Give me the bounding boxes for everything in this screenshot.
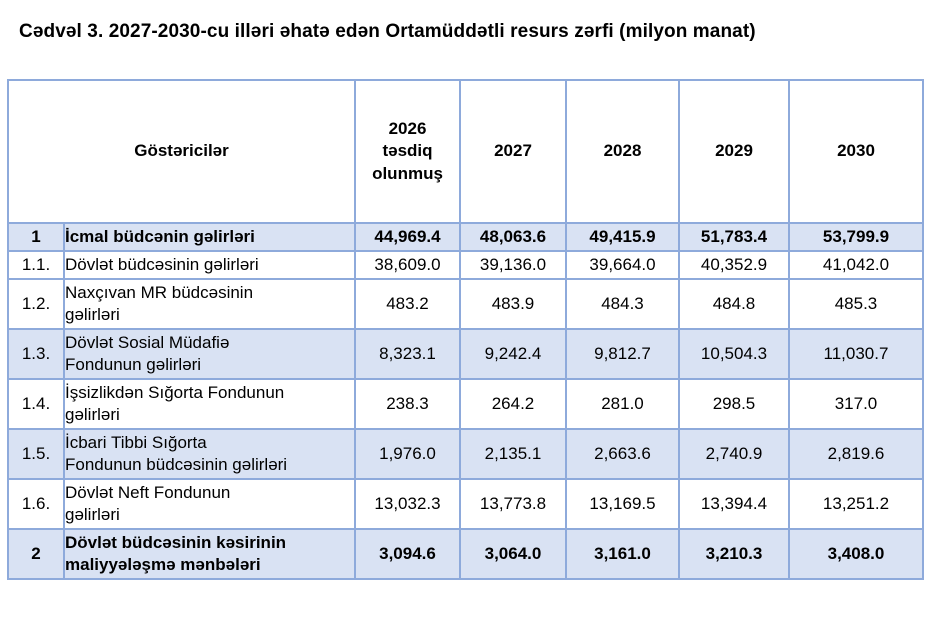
- value-cell: 9,812.7: [565, 328, 680, 380]
- table-row-deficit-financing-sources: 2 Dövlət büdcəsinin kəsirinin maliyyələş…: [7, 528, 924, 580]
- value-cell: 48,063.6: [459, 222, 567, 252]
- value-cell: 38,609.0: [354, 250, 461, 280]
- row-label: Dövlət Sosial Müdafiə Fondunun gəlirləri: [63, 328, 356, 380]
- value-cell: 483.9: [459, 278, 567, 330]
- row-label: İcmal büdcənin gəlirləri: [63, 222, 356, 252]
- table-body: 1 İcmal büdcənin gəlirləri 44,969.4 48,0…: [7, 222, 924, 580]
- value-cell: 13,251.2: [788, 478, 924, 530]
- document-page: Cədvəl 3. 2027-2030-cu illəri əhatə edən…: [0, 21, 927, 580]
- value-cell: 53,799.9: [788, 222, 924, 252]
- row-number: 1.1.: [7, 250, 65, 280]
- row-number: 1.6.: [7, 478, 65, 530]
- header-2028: 2028: [565, 79, 680, 224]
- value-cell: 9,242.4: [459, 328, 567, 380]
- row-number: 2: [7, 528, 65, 580]
- row-label: Dövlət Neft Fondunun gəlirləri: [63, 478, 356, 530]
- value-cell: 41,042.0: [788, 250, 924, 280]
- table-row-state-budget-revenues: 1.1. Dövlət büdcəsinin gəlirləri 38,609.…: [7, 250, 924, 280]
- row-number: 1.3.: [7, 328, 65, 380]
- value-cell: 484.8: [678, 278, 790, 330]
- table-caption: Cədvəl 3. 2027-2030-cu illəri əhatə edən…: [19, 21, 756, 42]
- table-row-consolidated-revenues: 1 İcmal büdcənin gəlirləri 44,969.4 48,0…: [7, 222, 924, 252]
- value-cell: 298.5: [678, 378, 790, 430]
- value-cell: 238.3: [354, 378, 461, 430]
- table-row-unemployment-insurance-fund-revenues: 1.4. İşsizlikdən Sığorta Fondunun gəlirl…: [7, 378, 924, 430]
- value-cell: 2,135.1: [459, 428, 567, 480]
- table-row-oil-fund-revenues: 1.6. Dövlət Neft Fondunun gəlirləri 13,0…: [7, 478, 924, 530]
- value-cell: 10,504.3: [678, 328, 790, 380]
- header-2030: 2030: [788, 79, 924, 224]
- row-label: İşsizlikdən Sığorta Fondunun gəlirləri: [63, 378, 356, 430]
- header-2026-approved: 2026 təsdiq olunmuş: [354, 79, 461, 224]
- row-label: İcbari Tibbi Sığorta Fondunun büdcəsinin…: [63, 428, 356, 480]
- value-cell: 49,415.9: [565, 222, 680, 252]
- row-number: 1: [7, 222, 65, 252]
- value-cell: 281.0: [565, 378, 680, 430]
- table-row-social-protection-fund-revenues: 1.3. Dövlət Sosial Müdafiə Fondunun gəli…: [7, 328, 924, 380]
- value-cell: 13,394.4: [678, 478, 790, 530]
- table-row-medical-insurance-fund-revenues: 1.5. İcbari Tibbi Sığorta Fondunun büdcə…: [7, 428, 924, 480]
- row-label: Dövlət büdcəsinin gəlirləri: [63, 250, 356, 280]
- value-cell: 1,976.0: [354, 428, 461, 480]
- value-cell: 39,136.0: [459, 250, 567, 280]
- value-cell: 40,352.9: [678, 250, 790, 280]
- row-number: 1.5.: [7, 428, 65, 480]
- value-cell: 485.3: [788, 278, 924, 330]
- value-cell: 3,210.3: [678, 528, 790, 580]
- value-cell: 3,094.6: [354, 528, 461, 580]
- value-cell: 13,773.8: [459, 478, 567, 530]
- value-cell: 11,030.7: [788, 328, 924, 380]
- value-cell: 8,323.1: [354, 328, 461, 380]
- header-2029: 2029: [678, 79, 790, 224]
- value-cell: 2,740.9: [678, 428, 790, 480]
- value-cell: 264.2: [459, 378, 567, 430]
- row-label: Naxçıvan MR büdcəsinin gəlirləri: [63, 278, 356, 330]
- value-cell: 39,664.0: [565, 250, 680, 280]
- row-number: 1.4.: [7, 378, 65, 430]
- header-row: Göstəricilər 2026 təsdiq olunmuş 2027 20…: [7, 79, 924, 224]
- resource-envelope-table: Göstəricilər 2026 təsdiq olunmuş 2027 20…: [7, 79, 924, 580]
- header-2027: 2027: [459, 79, 567, 224]
- value-cell: 483.2: [354, 278, 461, 330]
- value-cell: 13,032.3: [354, 478, 461, 530]
- table-row-nakhchivan-budget-revenues: 1.2. Naxçıvan MR büdcəsinin gəlirləri 48…: [7, 278, 924, 330]
- value-cell: 51,783.4: [678, 222, 790, 252]
- row-label: Dövlət büdcəsinin kəsirinin maliyyələşmə…: [63, 528, 356, 580]
- value-cell: 44,969.4: [354, 222, 461, 252]
- value-cell: 317.0: [788, 378, 924, 430]
- value-cell: 484.3: [565, 278, 680, 330]
- value-cell: 3,408.0: [788, 528, 924, 580]
- value-cell: 2,663.6: [565, 428, 680, 480]
- value-cell: 13,169.5: [565, 478, 680, 530]
- value-cell: 2,819.6: [788, 428, 924, 480]
- value-cell: 3,161.0: [565, 528, 680, 580]
- value-cell: 3,064.0: [459, 528, 567, 580]
- header-indicators: Göstəricilər: [7, 79, 356, 224]
- row-number: 1.2.: [7, 278, 65, 330]
